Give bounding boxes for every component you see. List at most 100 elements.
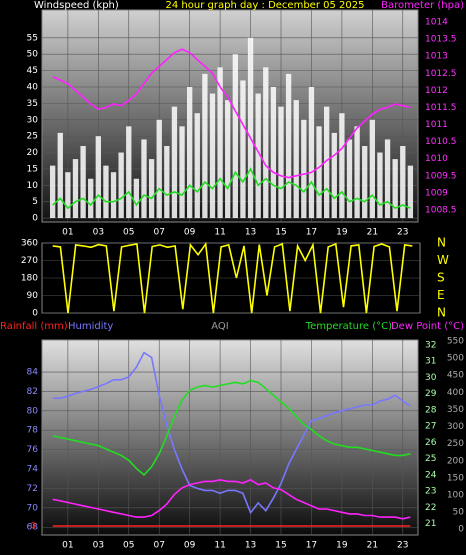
y3-tick-label: 0 (458, 525, 464, 535)
y2-tick-label: 28 (425, 405, 437, 415)
y2-tick-label: 22 (425, 503, 436, 513)
y-tick-label: 76 (27, 445, 39, 455)
gust-bar (225, 100, 231, 219)
y2-tick-label: 27 (425, 422, 436, 432)
gust-bar (88, 178, 94, 219)
x-tick-label: 07 (153, 541, 164, 551)
header-label: Rainfall (mm) (0, 321, 68, 332)
y-tick-label: 45 (27, 66, 38, 76)
header-label: AQI (211, 321, 229, 332)
gust-bar (156, 119, 162, 219)
y2-tick-label: 21 (425, 519, 436, 529)
gust-bar (171, 106, 178, 219)
header-label: Temperature (°C) (305, 321, 392, 332)
x-tick-label: 21 (367, 541, 378, 551)
x-tick-label: 17 (306, 541, 317, 551)
y2-tick-label: N (437, 306, 446, 320)
x-tick-label: 21 (367, 228, 378, 238)
y-tick-label: 360 (21, 239, 38, 249)
gust-bar (164, 145, 170, 219)
y2-tick-label: 1012.5 (425, 69, 457, 79)
x-tick-label: 01 (62, 228, 73, 238)
x-tick-label: 23 (397, 541, 408, 551)
y2-tick-label: 1008.5 (425, 206, 457, 216)
series-line (52, 241, 413, 314)
series-line (52, 351, 411, 515)
gust-bar (392, 159, 398, 219)
gust-bar (247, 37, 254, 219)
gust-bar (316, 126, 322, 219)
y3-tick-label: 250 (447, 439, 464, 449)
y-tick-label: 72 (27, 484, 38, 494)
y-tick-label: 80 (27, 406, 39, 416)
gust-bar (293, 100, 299, 219)
gust-bar (362, 145, 368, 219)
y-tick-label: 74 (27, 465, 39, 475)
y2-tick-label: 31 (425, 357, 436, 367)
y-tick-label: 5 (32, 197, 38, 207)
x-tick-label: 19 (336, 541, 348, 551)
gust-bar (240, 80, 246, 219)
y3-tick-label: 500 (447, 354, 464, 364)
x-tick-label: 03 (93, 541, 104, 551)
gust-bar (65, 172, 71, 219)
x-tick-label: 01 (62, 541, 73, 551)
gust-bar (186, 87, 193, 219)
x-tick-label: 09 (184, 541, 196, 551)
y2-tick-label: 1012 (425, 86, 448, 96)
x-tick-label: 13 (245, 228, 256, 238)
y-tick-label: 55 (27, 33, 38, 43)
y-tick-label: 20 (27, 148, 39, 158)
gust-bar (278, 106, 284, 219)
y2-tick-label: 1013 (425, 52, 448, 62)
y-tick-label: 35 (27, 99, 38, 109)
header-label: Dew Point (°C) (391, 321, 464, 332)
gust-bar (141, 139, 147, 219)
y2-tick-label: 1010 (425, 154, 448, 164)
x-tick-label: 05 (123, 541, 134, 551)
y2-tick-label: 30 (425, 373, 437, 383)
plot-area (41, 339, 419, 536)
y2-tick-label: 32 (425, 340, 436, 350)
y2-tick-label: 1009 (425, 188, 448, 198)
y-tick-label: 25 (27, 132, 38, 142)
y3-tick-label: 300 (447, 422, 464, 432)
x-tick-label: 11 (214, 541, 225, 551)
x-tick-label: 19 (336, 228, 348, 238)
x-tick-label: 15 (275, 228, 286, 238)
y-tick-label: 90 (27, 291, 39, 301)
gust-bar (194, 113, 200, 219)
y-tick-label: 82 (27, 387, 38, 397)
y3-tick-label: 50 (453, 508, 465, 518)
y3-tick-label: 400 (447, 388, 464, 398)
gust-bar (339, 113, 345, 219)
series-line (52, 379, 411, 477)
y2-tick-label: 1009.5 (425, 171, 457, 181)
y-tick-label: 180 (21, 274, 38, 284)
gust-bar (49, 165, 56, 219)
y-tick-label: 15 (27, 164, 38, 174)
header-label: Humidity (68, 321, 113, 332)
y-tick-label: 84 (27, 368, 39, 378)
y2-tick-label: N (437, 236, 446, 250)
x-tick-label: 03 (93, 228, 104, 238)
y-tick-label: 40 (27, 83, 39, 93)
y2-tick-label: W (437, 253, 449, 267)
gust-bar (103, 165, 109, 219)
gust-bar (369, 119, 375, 219)
y2-tick-label: 24 (425, 470, 437, 480)
series-line (52, 167, 411, 210)
gust-bar (148, 159, 155, 219)
y-tick-label: 30 (27, 115, 39, 125)
y-tick-label: 68 (27, 523, 39, 533)
x-tick-label: 17 (306, 228, 317, 238)
gust-bar (346, 139, 353, 219)
header-label: Windspeed (kph) (34, 0, 119, 11)
gust-bar (57, 132, 63, 219)
gust-bar (217, 67, 223, 219)
gust-bar (209, 93, 216, 219)
y2-tick-label: 25 (425, 454, 436, 464)
gust-bar (72, 159, 79, 219)
x-tick-label: 07 (153, 228, 164, 238)
y2-tick-label: 1011 (425, 120, 448, 130)
